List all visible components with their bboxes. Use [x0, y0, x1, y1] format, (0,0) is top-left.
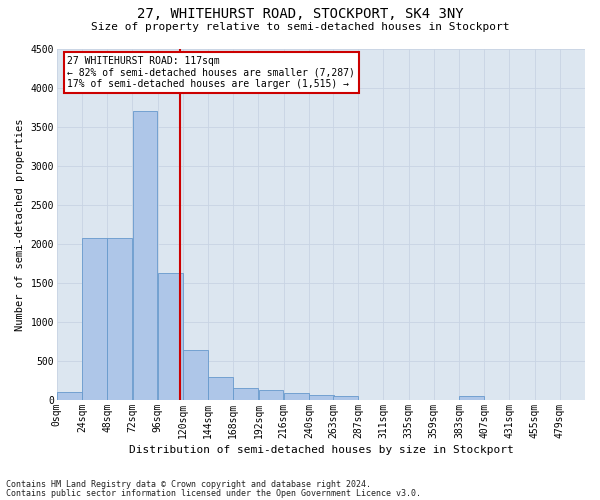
- Text: 27 WHITEHURST ROAD: 117sqm
← 82% of semi-detached houses are smaller (7,287)
17%: 27 WHITEHURST ROAD: 117sqm ← 82% of semi…: [67, 56, 355, 89]
- Text: Contains HM Land Registry data © Crown copyright and database right 2024.: Contains HM Land Registry data © Crown c…: [6, 480, 371, 489]
- Y-axis label: Number of semi-detached properties: Number of semi-detached properties: [15, 118, 25, 331]
- Bar: [208, 378, 233, 400]
- Bar: [333, 396, 358, 400]
- Bar: [259, 390, 283, 400]
- Bar: [107, 238, 132, 400]
- Bar: [57, 392, 82, 400]
- Bar: [133, 112, 157, 400]
- Bar: [183, 350, 208, 400]
- Bar: [233, 388, 258, 400]
- Bar: [284, 392, 308, 400]
- Bar: [158, 274, 182, 400]
- Bar: [459, 396, 484, 400]
- Bar: [82, 238, 107, 400]
- Text: 27, WHITEHURST ROAD, STOCKPORT, SK4 3NY: 27, WHITEHURST ROAD, STOCKPORT, SK4 3NY: [137, 8, 463, 22]
- Text: Size of property relative to semi-detached houses in Stockport: Size of property relative to semi-detach…: [91, 22, 509, 32]
- Text: Contains public sector information licensed under the Open Government Licence v3: Contains public sector information licen…: [6, 489, 421, 498]
- X-axis label: Distribution of semi-detached houses by size in Stockport: Distribution of semi-detached houses by …: [128, 445, 513, 455]
- Bar: [309, 395, 334, 400]
